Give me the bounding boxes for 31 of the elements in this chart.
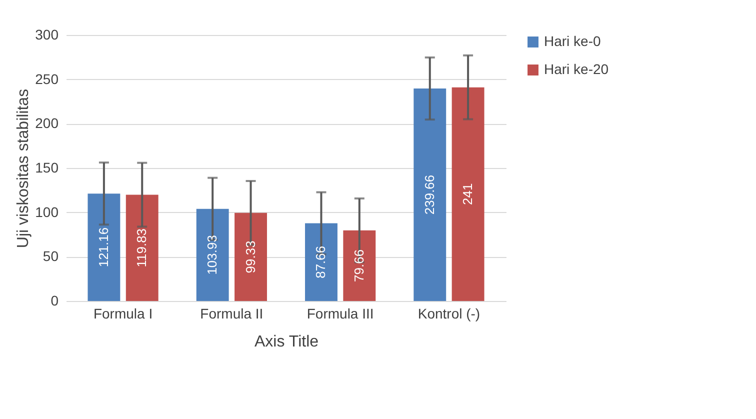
y-tick-label: 250 (35, 70, 59, 87)
legend-label: Hari ke-20 (544, 61, 609, 77)
x-axis-title: Axis Title (254, 334, 319, 350)
y-tick-label: 100 (35, 204, 59, 220)
bar (414, 88, 446, 301)
legend-label: Hari ke-0 (544, 33, 602, 49)
x-tick-label: Kontrol (-) (418, 306, 480, 322)
bar (196, 208, 229, 301)
data-label: 103.93 (204, 235, 220, 275)
y-tick-label: 50 (42, 248, 59, 264)
y-axis-title: Uji viskositas stabilitas (15, 88, 32, 248)
y-tick-label: 150 (35, 160, 59, 176)
data-label: 99.33 (242, 240, 258, 274)
data-label: 119.83 (134, 228, 150, 268)
data-label: 241 (460, 183, 476, 206)
data-label: 121.16 (96, 227, 111, 268)
x-tick-label: Formula II (200, 306, 264, 322)
data-label: 87.66 (313, 246, 328, 278)
y-tick-label: 300 (35, 26, 59, 42)
bar (343, 230, 376, 301)
bar (452, 87, 484, 301)
y-tick-label: 200 (35, 115, 59, 132)
bar (305, 223, 338, 301)
bar (88, 194, 120, 301)
x-tick-label: Formula I (93, 306, 153, 322)
y-tick-label: 0 (50, 292, 59, 308)
data-label: 239.66 (422, 174, 437, 215)
x-tick-label: Formula III (306, 306, 374, 322)
bar (234, 212, 267, 301)
bar (126, 194, 158, 301)
data-label: 79.66 (351, 249, 366, 282)
